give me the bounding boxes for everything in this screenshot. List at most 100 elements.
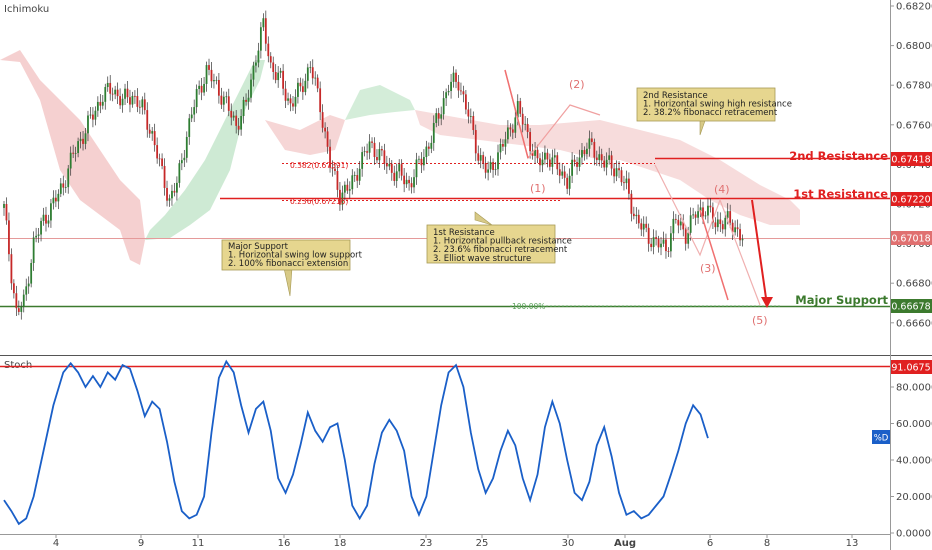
candle-body [672, 218, 675, 234]
candle-body [418, 158, 420, 160]
candle-body [200, 85, 203, 93]
candle-body [667, 251, 670, 252]
candle-body [425, 146, 428, 158]
candle-body [309, 67, 312, 69]
candle-body [161, 158, 163, 166]
candle-body [198, 85, 201, 90]
candle-body [109, 82, 112, 94]
candle-body [153, 131, 156, 146]
candle-body [650, 243, 653, 248]
candle-body [52, 197, 55, 204]
candle-body [571, 159, 573, 176]
note-line: Major Support [228, 242, 289, 252]
candle-body [284, 88, 287, 101]
note-line: 1st Resistance [433, 228, 495, 238]
candle-body [390, 163, 393, 173]
candle-body [697, 211, 699, 218]
stoch-tick-label: 80.0000 [896, 383, 932, 394]
candle-body [277, 72, 280, 81]
note-line: 2. 100% fibonacci extension [228, 259, 348, 269]
candle-body [119, 96, 121, 106]
candle-body [586, 148, 588, 155]
candle-body [348, 189, 351, 191]
candle-body [336, 170, 339, 190]
candle-body [548, 159, 551, 167]
projection-arrow [751, 199, 768, 306]
candle-body [343, 184, 346, 193]
candle-body [151, 131, 154, 134]
date-tick-label: 9 [138, 538, 144, 549]
candle-body [652, 237, 655, 248]
note-major-support[interactable]: Major Support 1. Horizontal swing low sup… [221, 239, 363, 297]
cloud-green [145, 60, 265, 240]
note-first-resistance[interactable]: 1st Resistance 1. Horizontal pullback res… [426, 211, 572, 264]
candle-body [497, 152, 499, 170]
candle-body [87, 115, 89, 134]
note-line: 1. Horizontal pullback resistance [433, 237, 572, 247]
candle-body [171, 190, 173, 199]
wave-arrow-3 [699, 209, 729, 301]
candle-body [131, 95, 134, 105]
tag-first-resistance-text: 0.67220 [891, 195, 930, 206]
candle-body [719, 219, 722, 225]
note-line: 2nd Resistance [643, 91, 708, 101]
date-tick-label: Aug [614, 538, 636, 549]
candle-body [615, 168, 618, 177]
candle-body [487, 169, 490, 173]
main-panel[interactable] [0, 0, 890, 355]
candle-body [489, 161, 492, 170]
candle-body [600, 154, 603, 161]
candle-body [262, 18, 265, 28]
candle-body [734, 227, 737, 233]
candle-body [576, 162, 578, 167]
candle-body [590, 138, 593, 142]
candle-body [736, 227, 739, 230]
candle-body [724, 217, 727, 230]
candle-body [213, 80, 215, 82]
candle-body [388, 163, 391, 167]
candle-body [210, 69, 213, 82]
candle-body [126, 88, 129, 98]
candle-body [371, 141, 373, 143]
date-tick-label: 13 [846, 538, 859, 549]
candle-body [469, 116, 472, 117]
candle-body [437, 113, 440, 119]
candle-body [67, 168, 70, 188]
candle-body [3, 204, 5, 208]
candle-body [504, 139, 507, 147]
candle-body [208, 65, 210, 70]
candle-body [620, 170, 623, 183]
stoch-line [3, 359, 709, 526]
cloud-red-left [0, 50, 145, 265]
candle-body [287, 98, 289, 101]
note-second-resistance[interactable]: 2nd Resistance 1. Horizontal swing high r… [636, 87, 792, 136]
candle-body [677, 219, 680, 226]
candle-body [539, 158, 541, 166]
candle-body [450, 81, 452, 91]
candle-body [5, 204, 8, 221]
candle-body [405, 179, 408, 185]
candle-body [521, 113, 524, 125]
candle-body [316, 77, 319, 89]
candle-body [692, 214, 695, 216]
candle-body [257, 50, 260, 63]
candle-body [301, 86, 304, 93]
candle-body [637, 214, 640, 224]
candle-body [319, 88, 322, 113]
candle-body [195, 89, 198, 108]
tag-stoch-current-text: %D [874, 434, 889, 444]
note-second-text: 2nd Resistance 1. Horizontal swing high r… [643, 91, 792, 118]
candle-body [482, 155, 485, 163]
candle-body [331, 167, 334, 169]
candle-body [294, 96, 297, 107]
candle-body [536, 149, 539, 159]
candle-body [721, 224, 724, 230]
candle-body [455, 72, 457, 82]
candle-body [400, 164, 403, 176]
fib-236-label: 0.236(0.67216) [290, 197, 348, 206]
note-line: 2. 38.2% fibonacci retracement [643, 108, 778, 118]
candle-body [314, 77, 317, 79]
